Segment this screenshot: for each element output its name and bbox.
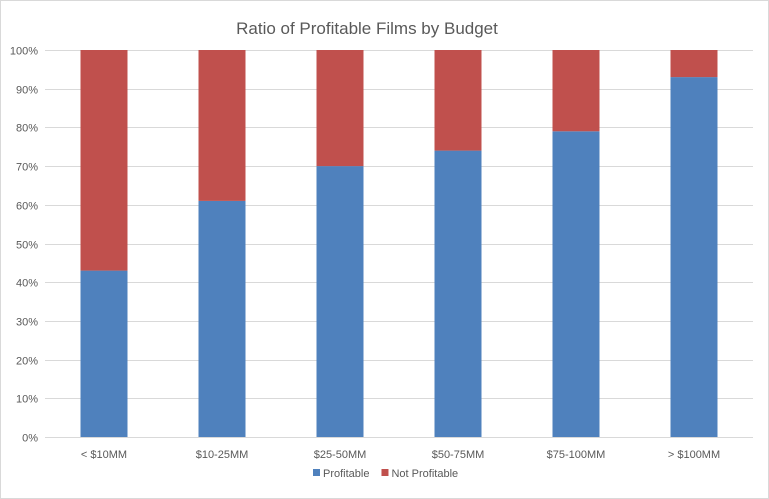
x-tick-label: $50-75MM (432, 449, 485, 461)
bar-not-profitable (198, 50, 246, 201)
y-tick-label: 90% (16, 85, 38, 97)
y-axis: 0% 10% 20% 30% 40% 50% 60% 70% 80% 90% 100% (10, 46, 38, 445)
bar-not-profitable (316, 50, 364, 167)
bar-not-profitable (670, 50, 718, 78)
x-tick-label: $10-25MM (196, 449, 249, 461)
bar-profitable (670, 77, 718, 437)
x-tick-label: > $100MM (668, 449, 720, 461)
y-tick-label: 50% (16, 240, 38, 252)
x-tick-label: $25-50MM (314, 449, 367, 461)
y-tick-label: 40% (16, 278, 38, 290)
y-tick-label: 20% (16, 356, 38, 368)
legend-swatch (313, 469, 320, 476)
gridlines (45, 50, 753, 438)
x-tick-label: < $10MM (81, 449, 127, 461)
legend-label: Not Profitable (391, 468, 458, 480)
bar-not-profitable (434, 50, 482, 151)
bar-not-profitable (80, 50, 128, 271)
y-tick-label: 70% (16, 162, 38, 174)
y-tick-label: 0% (22, 433, 38, 445)
bar-not-profitable (552, 50, 600, 132)
y-tick-label: 80% (16, 123, 38, 135)
x-tick-label: $75-100MM (547, 449, 606, 461)
legend-swatch (381, 469, 389, 476)
legend: Profitable Not Profitable (313, 468, 458, 480)
chart-title: Ratio of Profitable Films by Budget (236, 19, 498, 38)
bar-profitable (552, 131, 600, 438)
bar-profitable (316, 166, 364, 437)
bar-profitable (198, 200, 246, 437)
y-tick-label: 60% (16, 201, 38, 213)
y-tick-label: 100% (10, 46, 38, 58)
x-axis: < $10MM $10-25MM $25-50MM $50-75MM $75-100MM… (81, 449, 720, 461)
bar-profitable (80, 270, 128, 437)
bars (80, 50, 718, 438)
y-tick-label: 30% (16, 317, 38, 329)
bar-profitable (434, 150, 482, 437)
y-tick-label: 10% (16, 394, 38, 406)
legend-label: Profitable (323, 468, 369, 480)
